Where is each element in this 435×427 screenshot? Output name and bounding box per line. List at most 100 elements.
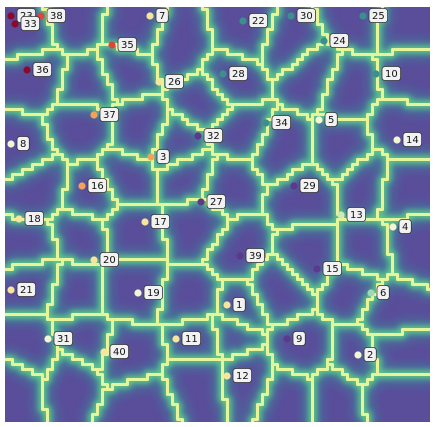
point-9 [283,335,291,343]
point-label-text-31: 31 [57,334,70,345]
point-label-14: 14 [402,132,423,147]
point-31 [44,335,52,343]
point-label-16: 16 [87,178,108,193]
point-label-box-4 [398,219,412,234]
point-label-box-14 [402,132,423,147]
point-label-text-8: 8 [20,139,26,150]
point-36 [23,66,31,74]
point-label-text-38: 38 [50,11,63,22]
point-label-25: 25 [368,8,389,23]
point-label-text-29: 29 [303,181,316,192]
point-14 [393,136,401,144]
point-label-1: 1 [232,297,246,312]
point-18 [15,215,23,223]
point-label-box-10 [381,66,402,81]
point-8 [7,140,15,148]
point-24 [320,37,328,45]
point-15 [313,265,321,273]
point-label-box-12 [232,368,253,383]
point-label-text-17: 17 [154,217,167,228]
point-label-10: 10 [381,66,402,81]
point-label-text-20: 20 [103,255,116,266]
point-label-box-36 [32,62,53,77]
point-label-box-1 [232,297,246,312]
point-label-box-15 [322,261,343,276]
point-label-box-32 [203,128,224,143]
point-label-20: 20 [99,252,120,267]
point-25 [359,12,367,20]
point-label-text-1: 1 [236,300,242,311]
point-label-text-25: 25 [372,11,385,22]
point-label-box-6 [376,285,390,300]
point-label-text-35: 35 [121,40,134,51]
point-label-box-21 [16,282,37,297]
point-10 [372,70,380,78]
point-label-text-40: 40 [113,347,126,358]
point-label-text-33: 33 [24,19,37,30]
point-label-box-39 [245,248,266,263]
point-label-text-34: 34 [275,118,288,129]
point-34 [262,119,270,127]
point-19 [134,289,142,297]
point-label-box-16 [87,178,108,193]
point-label-21: 21 [16,282,37,297]
point-label-text-15: 15 [326,264,339,275]
point-22 [239,17,247,25]
point-label-32: 32 [203,128,224,143]
point-5 [315,116,323,124]
point-label-text-36: 36 [36,65,49,76]
point-23 [7,12,15,20]
point-label-2: 2 [363,347,377,362]
point-label-box-27 [206,194,227,209]
point-label-11: 11 [181,331,202,346]
point-label-text-21: 21 [20,285,33,296]
scatter-points [7,12,401,380]
point-label-text-27: 27 [210,197,223,208]
point-label-29: 29 [299,178,320,193]
point-label-26: 26 [164,74,185,89]
point-label-text-18: 18 [28,214,41,225]
point-label-38: 38 [46,8,67,23]
point-label-34: 34 [271,115,292,130]
point-label-box-11 [181,331,202,346]
point-2 [354,351,362,359]
point-label-text-5: 5 [328,115,334,126]
point-label-text-32: 32 [207,131,220,142]
point-label-3: 3 [156,149,170,164]
point-13 [337,211,345,219]
point-label-28: 28 [228,66,249,81]
point-label-text-37: 37 [103,110,116,121]
point-40 [100,348,108,356]
point-3 [147,153,155,161]
point-label-13: 13 [346,207,367,222]
point-label-text-39: 39 [249,251,262,262]
point-label-text-24: 24 [333,36,346,47]
ridge-core-path [5,7,430,422]
point-label-text-9: 9 [296,334,302,345]
point-21 [7,286,15,294]
point-label-box-30 [296,8,317,23]
point-label-box-33 [20,16,41,31]
point-label-text-26: 26 [168,77,181,88]
point-label-box-28 [228,66,249,81]
point-label-box-35 [117,37,138,52]
point-label-box-7 [155,8,169,23]
point-label-12: 12 [232,368,253,383]
point-label-text-30: 30 [300,11,313,22]
point-label-text-12: 12 [236,371,249,382]
point-label-box-29 [299,178,320,193]
point-label-box-2 [363,347,377,362]
point-label-box-31 [53,331,74,346]
point-label-box-38 [46,8,67,23]
point-11 [172,335,180,343]
point-39 [236,252,244,260]
point-label-text-14: 14 [406,135,419,146]
point-label-text-19: 19 [147,288,160,299]
point-label-box-34 [271,115,292,130]
point-labels: 1234567891011121314151617181920212223242… [16,8,423,383]
point-label-18: 18 [24,211,45,226]
point-33 [11,20,19,28]
point-label-8: 8 [16,136,30,151]
voronoi-ridge-cores [5,7,430,422]
point-label-19: 19 [143,285,164,300]
